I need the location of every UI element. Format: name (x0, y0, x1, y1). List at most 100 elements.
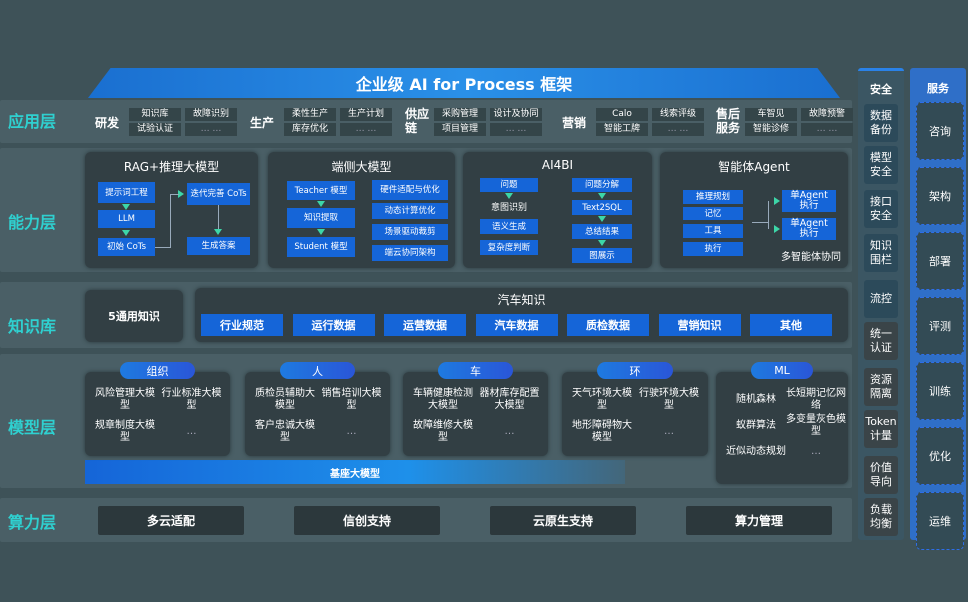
app-tag: 设计及协同 (490, 108, 542, 121)
arrow-right-icon (774, 225, 780, 233)
framework-title: 企业级 AI for Process 框架 (88, 68, 840, 98)
app-group-label: 生产 (250, 116, 275, 130)
model-item: … (186, 426, 197, 437)
service-item: 架构 (916, 167, 964, 225)
cap-box: Text2SQL (572, 200, 632, 215)
panel-title: 汽车知识 (497, 293, 546, 307)
knowledge-item: 运行数据 (292, 314, 375, 336)
app-tag: 故障预警 (801, 108, 853, 121)
security-item: Token计量 (864, 410, 898, 448)
security-item: 数据备份 (864, 104, 898, 142)
knowledge-item: 其他 (750, 314, 832, 336)
connector (170, 194, 179, 195)
app-group-label: 研发 (95, 116, 120, 130)
panel-title: AI4BI (541, 158, 574, 172)
arrow-down-icon (505, 193, 513, 199)
model-item: 车辆健康检测大模型 (413, 388, 473, 411)
app-tag: 柔性生产 (284, 108, 336, 121)
cap-box: Student 模型 (287, 237, 355, 257)
layer-label-model: 模型层 (8, 418, 57, 437)
cap-box: 问题分解 (572, 178, 632, 192)
cap-box: 语义生成 (480, 219, 538, 234)
knowledge-item: 行业规范 (201, 314, 283, 336)
cap-box: 问题 (480, 178, 538, 192)
compute-item: 多云适配 (98, 506, 244, 535)
panel-title: RAG+推理大模型 (123, 160, 220, 174)
layer-label-knowledge: 知识库 (8, 317, 57, 336)
model-item: 地形障碍物大模型 (572, 420, 632, 443)
service-item: 咨询 (916, 102, 964, 160)
security-item: 流控 (864, 280, 898, 318)
model-item: 天气环境大模型 (572, 388, 632, 411)
connector (218, 205, 219, 230)
compute-item: 算力管理 (686, 506, 832, 535)
arrow-down-icon (122, 230, 130, 236)
cap-box: 生成答案 (187, 237, 250, 255)
app-tag: 线索评级 (652, 108, 704, 121)
cap-box: LLM (98, 210, 155, 228)
model-item: … (811, 446, 821, 457)
model-group-pill: ML (751, 362, 813, 379)
model-item: 多变量灰色模型 (786, 414, 846, 437)
model-item: 质检员辅助大模型 (255, 388, 315, 411)
knowledge-item: 汽车数据 (475, 314, 558, 336)
app-tag: … … (652, 123, 704, 136)
app-tag: 知识库 (129, 108, 181, 121)
model-group-panel (716, 372, 848, 484)
app-tag: 智能工牌 (596, 123, 648, 136)
service-item: 部署 (916, 232, 964, 290)
service-item: 评测 (916, 297, 964, 355)
app-tag: 试验认证 (129, 123, 181, 136)
app-group-label: 售后服务 (716, 107, 741, 135)
cap-box: 单Agent执行 (782, 218, 836, 240)
arrow-right-icon (178, 190, 184, 198)
model-item: … (346, 426, 357, 437)
security-item: 负载均衡 (864, 498, 898, 536)
base-model-bar: 基座大模型 (85, 460, 625, 484)
connector (155, 247, 171, 248)
app-tag: 故障识别 (185, 108, 237, 121)
cap-box: 单Agent执行 (782, 190, 836, 212)
column-title: 安全 (870, 83, 892, 96)
cap-box: 迭代完善 CoTs (187, 183, 250, 205)
app-tag: 生产计划 (340, 108, 392, 121)
connector (170, 194, 171, 248)
cap-box: 总结结果 (572, 224, 632, 239)
model-group-panel (245, 372, 390, 456)
arrow-right-icon (774, 197, 780, 205)
service-item: 运维 (916, 492, 964, 550)
model-item: 器材库存配置大模型 (479, 388, 540, 411)
security-item: 价值导向 (864, 456, 898, 494)
app-tag: 车智见 (745, 108, 797, 121)
app-tag: 智能诊修 (745, 123, 797, 136)
cap-box: 复杂度判断 (480, 240, 538, 255)
model-item: 近似动态规划 (726, 446, 786, 457)
cap-box: 动态计算优化 (372, 203, 448, 219)
model-item: 行业标准大模型 (161, 388, 222, 411)
cap-box: Teacher 模型 (287, 181, 355, 200)
model-item: 随机森林 (736, 394, 776, 405)
cap-box: 推理规划 (683, 190, 743, 204)
security-item: 统一认证 (864, 322, 898, 360)
model-group-panel (562, 372, 708, 456)
cap-text: 意图识别 (490, 203, 527, 213)
app-tag: 库存优化 (284, 123, 336, 136)
model-item: … (664, 426, 674, 437)
arrow-down-icon (214, 229, 222, 235)
app-group-label: 营销 (562, 116, 587, 130)
compute-item: 信创支持 (294, 506, 440, 535)
model-item: 客户忠诚大模型 (255, 420, 315, 443)
model-group-panel (85, 372, 230, 456)
model-item: 销售培训大模型 (321, 388, 382, 411)
connector (768, 201, 769, 229)
model-item: 长短期记忆网络 (786, 388, 846, 411)
arrow-down-icon (598, 216, 606, 222)
security-item: 接口安全 (864, 190, 898, 228)
connector (752, 222, 768, 223)
app-tag: Calo (596, 108, 648, 121)
panel-title: 智能体Agent (718, 160, 790, 174)
cap-box: 端云协同架构 (372, 245, 448, 261)
model-item: 风险管理大模型 (95, 388, 155, 411)
app-tag: 采购管理 (434, 108, 486, 121)
arrow-down-icon (317, 229, 325, 235)
